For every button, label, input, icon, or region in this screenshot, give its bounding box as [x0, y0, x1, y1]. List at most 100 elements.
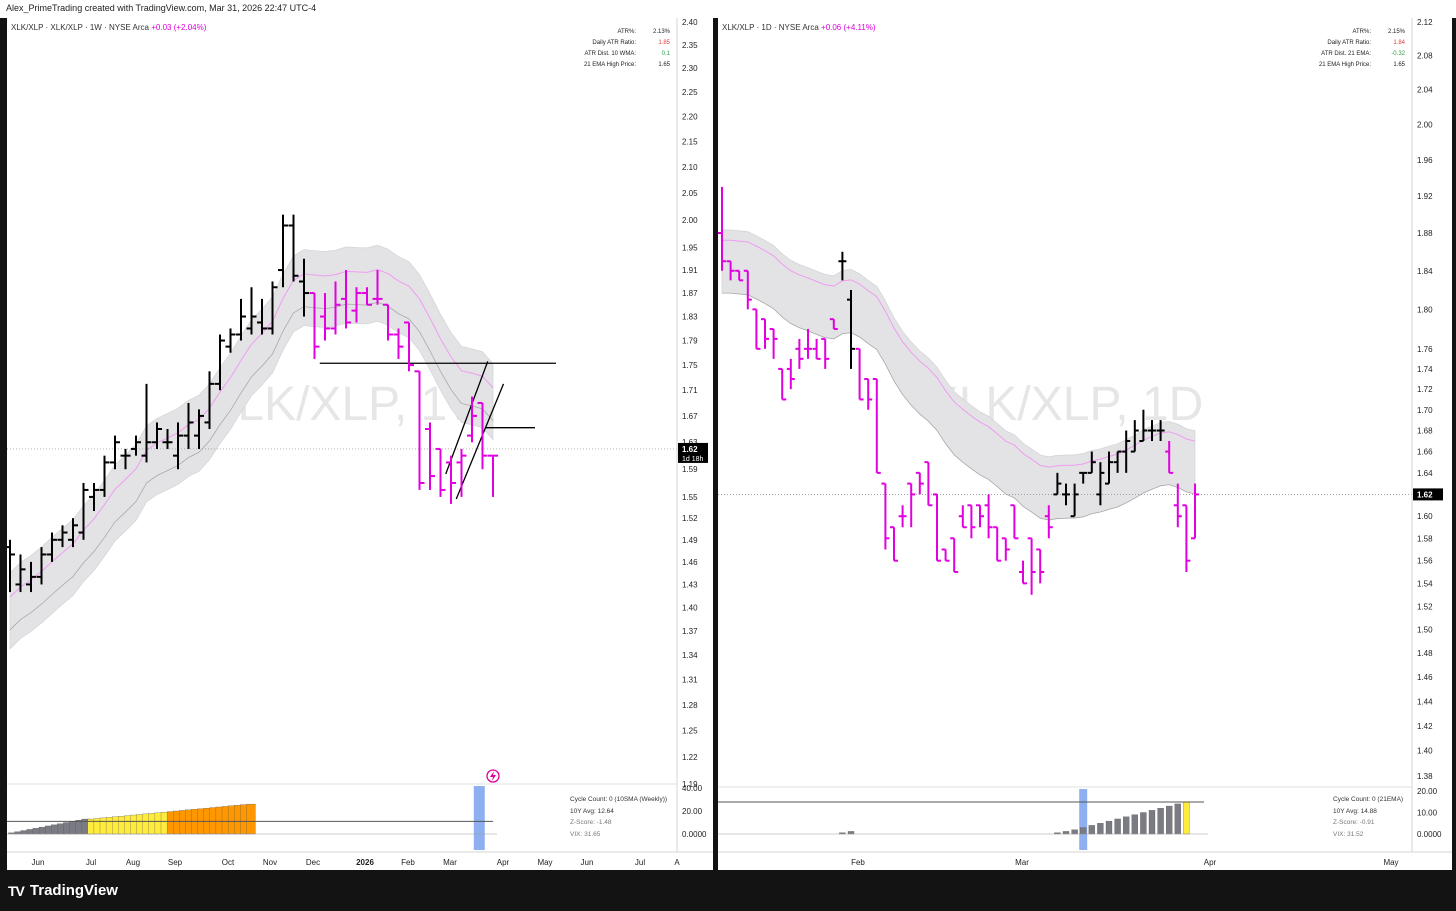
chart-pane-weekly[interactable]: XLK/XLP, 1W 2.40 2.35 2.30 2.25 2.20 2.15 2.10 2… — [7, 18, 713, 870]
price-change: +0.03 (+2.04%) — [151, 23, 207, 32]
stat-label: 21 EMA High Price: — [583, 62, 636, 68]
hist-bar — [1157, 808, 1164, 835]
x-tick-label: Feb — [851, 858, 865, 867]
ohlc-bar — [204, 371, 215, 429]
hist-axis-label: 0.0000 — [682, 830, 707, 839]
ohlc-bar — [425, 422, 435, 490]
y-tick-label: 1.34 — [682, 651, 698, 660]
zscore-text: Z-Score: -0.91 — [1333, 819, 1375, 826]
weekly-chart-canvas[interactable]: XLK/XLP, 1W2.402.352.302.252.202.152.102… — [7, 18, 713, 870]
y-tick-label: 1.52 — [1417, 602, 1433, 611]
ohlc-bar — [236, 298, 246, 341]
y-tick-label: 2.10 — [682, 163, 698, 172]
y-tick-label: 1.46 — [682, 558, 698, 567]
symbol-title: XLK/XLP · XLK/XLP · 1W · NYSE Arca — [11, 23, 149, 32]
ohlc-bar — [309, 292, 320, 359]
ema-line — [722, 239, 1196, 468]
vix-text: VIX: 31.65 — [570, 830, 601, 838]
y-tick-label: 1.55 — [682, 493, 698, 502]
ohlc-bar — [435, 447, 446, 497]
y-tick-label: 1.92 — [1417, 192, 1433, 201]
x-tick-label: Oct — [222, 858, 235, 867]
y-tick-label: 1.50 — [1417, 626, 1433, 635]
ohlc-bar — [855, 347, 864, 401]
last-price-label: 1.62 — [682, 445, 698, 454]
y-tick-label: 1.74 — [1417, 365, 1433, 374]
x-tick-label: 2026 — [356, 858, 374, 867]
ohlc-bar — [278, 214, 288, 288]
ohlc-bar — [320, 293, 330, 341]
ohlc-bar — [726, 260, 735, 281]
ohlc-bar — [838, 251, 847, 281]
y-tick-label: 1.59 — [682, 465, 698, 474]
ohlc-bar — [958, 505, 967, 529]
ohlc-bar — [467, 396, 477, 443]
hist-bar — [1097, 823, 1104, 835]
y-tick-label: 2.05 — [682, 189, 698, 198]
tradingview-logo-icon: TV — [8, 882, 25, 899]
stat-label: ATR%: — [617, 29, 636, 35]
ohlc-bar — [907, 482, 916, 528]
ohlc-bar — [152, 422, 162, 449]
y-tick-label: 1.37 — [682, 627, 698, 636]
hist-bar — [1174, 803, 1181, 835]
y-tick-label: 2.40 — [682, 18, 698, 27]
cycle-marker-bar — [1079, 789, 1088, 850]
cycle-count-text: Cycle Count: 0 (21EMA) — [1333, 796, 1404, 803]
ohlc-bar — [1087, 451, 1096, 474]
ohlc-bar — [967, 504, 976, 539]
tradingview-logo[interactable]: TV TradingView — [8, 882, 118, 899]
y-tick-label: 2.30 — [682, 64, 698, 73]
ohlc-bar — [47, 532, 57, 562]
ohlc-bar — [393, 328, 404, 359]
ohlc-bar — [225, 328, 236, 353]
stat-value: 0.1 — [661, 51, 670, 57]
top-attribution-bar: Alex_PrimeTrading created with TradingVi… — [0, 0, 1456, 18]
trendline — [445, 361, 489, 475]
ohlc-bar — [976, 504, 984, 528]
stat-label: ATR Dist. 10 WMA: — [584, 51, 636, 57]
ohlc-bar — [257, 298, 267, 335]
footer-bar: TV TradingView — [0, 870, 1456, 911]
ohlc-bar — [743, 269, 752, 310]
ohlc-bar — [1036, 548, 1045, 584]
stat-label: ATR Dist. 21 EMA: — [1321, 51, 1371, 57]
y-tick-label: 1.60 — [1417, 512, 1433, 521]
avg-text: 10Y Avg: 12.64 — [570, 807, 614, 815]
stat-label: Daily ATR Ratio: — [1327, 40, 1371, 46]
y-tick-label: 1.70 — [1417, 406, 1433, 415]
ohlc-bar — [1070, 483, 1079, 518]
y-tick-label: 1.64 — [1417, 469, 1433, 478]
y-tick-label: 1.63 — [682, 438, 698, 447]
ohlc-bar — [404, 321, 414, 372]
y-tick-label: 1.75 — [682, 361, 698, 370]
symbol-header: XLK/XLP · XLK/XLP · 1W · NYSE Arca +0.03… — [11, 23, 206, 32]
price-change: +0.06 (+4.11%) — [821, 23, 876, 32]
y-tick-label: 1.25 — [682, 727, 698, 736]
ohlc-bar — [1165, 441, 1174, 474]
y-tick-label: 1.40 — [682, 603, 698, 612]
hist-bar — [1105, 820, 1113, 835]
stat-row: ATR%: 2.15% — [1319, 27, 1405, 38]
ohlc-bar — [1156, 420, 1165, 442]
stat-value: 1.85 — [658, 40, 670, 46]
daily-chart-canvas[interactable]: XLK/XLP, 1D2.122.082.042.001.961.921.881… — [718, 18, 1452, 870]
hist-axis-label: 20.00 — [1417, 787, 1438, 796]
x-tick-label: Sep — [168, 858, 183, 867]
ohlc-bar — [162, 428, 173, 449]
atr-stats-table: ATR%: 2.15% Daily ATR Ratio: 1.84 ATR Dist. … — [1319, 27, 1405, 71]
ohlc-bar — [78, 482, 89, 540]
y-tick-label: 2.35 — [682, 41, 698, 50]
hist-axis-label: 0.0000 — [1417, 830, 1442, 839]
x-tick-label: Feb — [401, 858, 415, 867]
chart-pane-daily[interactable]: XLK/XLP, 1D 2.12 2.08 2.04 2.00 1.96 1.92 1.88 1… — [718, 18, 1452, 870]
tradingview-logo-text: TradingView — [29, 882, 118, 899]
y-tick-label: 1.44 — [1417, 697, 1433, 706]
y-tick-label: 1.46 — [1417, 673, 1433, 682]
y-tick-label: 2.20 — [682, 113, 698, 122]
y-tick-label: 1.84 — [1417, 267, 1433, 276]
ohlc-bar — [769, 327, 778, 359]
ohlc-bar — [1122, 430, 1131, 473]
y-tick-label: 2.04 — [1417, 86, 1433, 95]
ohlc-bar — [812, 338, 821, 360]
